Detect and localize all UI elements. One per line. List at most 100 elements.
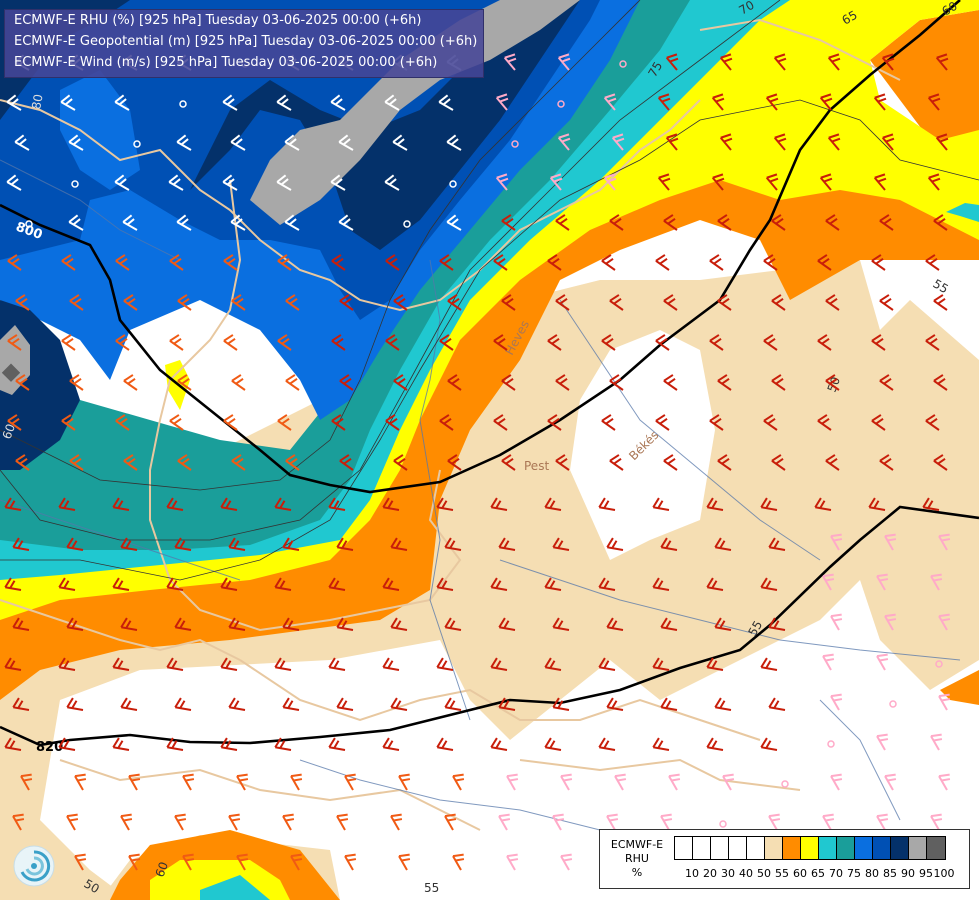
rhu-label-60-c: 60 (0, 422, 18, 441)
wind-barb-icon (498, 617, 516, 631)
wind-barb-icon (61, 254, 76, 271)
wind-barb-icon (601, 334, 616, 351)
wind-barb-icon (120, 813, 133, 831)
wind-barb-icon (276, 174, 292, 191)
wind-barb-icon (220, 737, 238, 751)
wind-barb-icon (495, 93, 509, 111)
wind-barb-icon (385, 414, 400, 431)
wind-barb-icon (884, 533, 897, 551)
wind-barb-icon (328, 657, 346, 671)
wind-barb-icon (933, 214, 948, 231)
wind-barb-icon (938, 773, 951, 791)
wind-barb-icon (223, 254, 238, 271)
wind-barb-icon (652, 657, 670, 671)
wind-barb-icon (398, 853, 411, 871)
wind-barb-icon (382, 497, 400, 511)
wind-barb-icon (390, 537, 408, 551)
wind-barb-icon (490, 737, 508, 751)
wind-barb-icon (930, 813, 943, 831)
wind-barb-icon (490, 497, 508, 511)
legend-swatch (927, 837, 945, 859)
wind-barb-icon (555, 454, 570, 471)
legend-swatch (837, 837, 855, 859)
wind-barb-icon (74, 853, 87, 871)
wind-barb-icon (382, 577, 400, 591)
wind-barb-icon (547, 414, 562, 431)
wind-barb-icon (69, 454, 84, 471)
wind-barb-icon (438, 94, 454, 111)
legend-title-unit: % (631, 866, 643, 879)
wind-barb-icon (382, 657, 400, 671)
wind-barb-icon (336, 813, 349, 831)
wind-barb-icon (876, 813, 889, 831)
wind-barb-icon (706, 497, 724, 511)
wind-barb-icon (220, 577, 238, 591)
wind-barb-icon (6, 174, 22, 191)
wind-barb-icon (61, 414, 76, 431)
wind-barb-icon (393, 374, 408, 391)
legend-swatch (855, 837, 873, 859)
wind-barb-icon (498, 697, 516, 711)
rhu-region-65 (0, 0, 979, 620)
legend-title: ECMWF-E RHU % (602, 838, 672, 880)
wind-barb-icon (436, 657, 454, 671)
wind-barb-icon (817, 334, 832, 351)
wind-barb-icon (446, 134, 462, 151)
wind-barb-icon (120, 537, 138, 551)
wind-barb-icon (66, 813, 79, 831)
wind-barb-icon (768, 537, 786, 551)
wind-barb-icon (285, 374, 300, 391)
wind-barb-icon (177, 294, 192, 311)
wind-barb-icon (123, 294, 138, 311)
wind-barb-icon (15, 374, 30, 391)
wind-barb-icon (773, 133, 787, 151)
wind-barb-icon (385, 254, 400, 271)
wind-barb-icon (871, 254, 886, 271)
wind-barb-icon (284, 214, 300, 231)
wind-barb-icon (598, 657, 616, 671)
wind-barb-icon (938, 533, 951, 551)
legend-title-variable: RHU (625, 852, 649, 865)
wind-barb-icon (336, 617, 354, 631)
rhu-label-80: 80 (29, 93, 45, 110)
legend-tick-label: 40 (739, 867, 753, 880)
wind-barb-icon (230, 134, 246, 151)
rhu-label-55-b: 55 (745, 618, 765, 638)
wind-barb-icon (773, 53, 787, 71)
wind-barb-icon (876, 573, 889, 591)
wind-barb-icon (436, 577, 454, 591)
rhu-label-60-b: 60 (153, 860, 171, 879)
wind-barb-icon (665, 53, 679, 71)
wind-barb-icon (606, 617, 624, 631)
legend-tick-label: 100 (933, 867, 955, 880)
wind-barb-icon (69, 374, 84, 391)
wind-barb-icon (814, 497, 832, 511)
calm-wind-circle-icon (449, 180, 457, 188)
wind-barb-icon (657, 93, 671, 111)
wind-barb-icon (339, 374, 354, 391)
wind-barb-icon (771, 294, 786, 311)
wind-barb-icon (498, 537, 516, 551)
map-title-box: ECMWF-E RHU (%) [925 hPa] Tuesday 03-06-… (4, 9, 484, 78)
wind-barb-icon (444, 617, 462, 631)
wind-barb-icon (390, 813, 403, 831)
wind-barb-icon (822, 653, 835, 671)
wind-barb-icon (817, 254, 832, 271)
wind-barb-icon (444, 537, 462, 551)
calm-wind-circle-icon (781, 780, 789, 788)
wind-barb-icon (663, 374, 678, 391)
wind-barb-icon (827, 53, 841, 71)
legend-swatch (873, 837, 891, 859)
title-line-wind: ECMWF-E Wind (m/s) [925 hPa] Tuesday 03-… (14, 55, 438, 70)
wind-barb-icon (290, 853, 303, 871)
wind-barb-icon (384, 94, 400, 111)
wind-barb-icon (390, 617, 408, 631)
wind-barb-icon (706, 737, 724, 751)
wind-barb-icon (112, 577, 130, 591)
rhu-label-55: 55 (931, 276, 951, 296)
wind-barb-icon (331, 414, 346, 431)
wind-barb-icon (717, 374, 732, 391)
wind-barb-icon (881, 53, 895, 71)
wind-barb-icon (552, 813, 565, 831)
